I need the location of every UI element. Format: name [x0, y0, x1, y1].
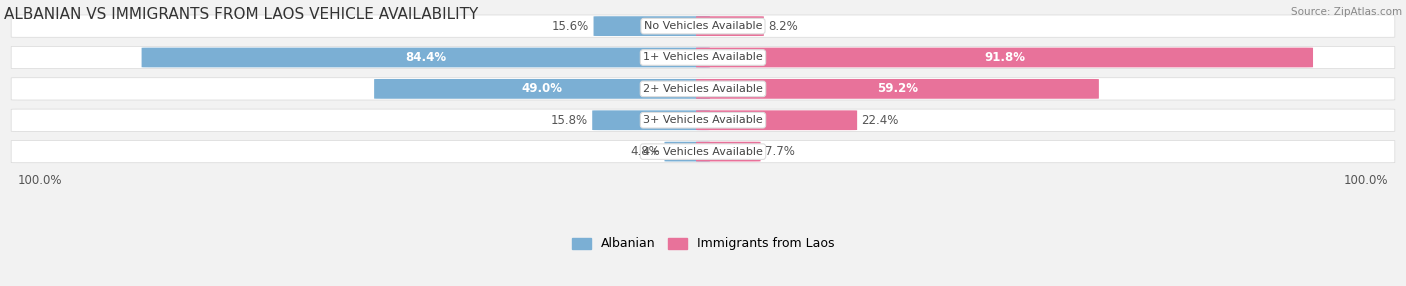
Legend: Albanian, Immigrants from Laos: Albanian, Immigrants from Laos: [567, 233, 839, 255]
FancyBboxPatch shape: [696, 110, 858, 130]
Text: 7.7%: 7.7%: [765, 145, 794, 158]
Text: 1+ Vehicles Available: 1+ Vehicles Available: [643, 53, 763, 63]
Text: 84.4%: 84.4%: [405, 51, 446, 64]
FancyBboxPatch shape: [374, 79, 710, 99]
Text: 15.8%: 15.8%: [551, 114, 588, 127]
FancyBboxPatch shape: [696, 47, 1313, 67]
Text: 91.8%: 91.8%: [984, 51, 1025, 64]
FancyBboxPatch shape: [696, 79, 1099, 99]
Text: 49.0%: 49.0%: [522, 82, 562, 95]
Text: 2+ Vehicles Available: 2+ Vehicles Available: [643, 84, 763, 94]
FancyBboxPatch shape: [11, 109, 1395, 131]
FancyBboxPatch shape: [696, 16, 763, 36]
Text: 59.2%: 59.2%: [877, 82, 918, 95]
FancyBboxPatch shape: [11, 78, 1395, 100]
Text: No Vehicles Available: No Vehicles Available: [644, 21, 762, 31]
Text: ALBANIAN VS IMMIGRANTS FROM LAOS VEHICLE AVAILABILITY: ALBANIAN VS IMMIGRANTS FROM LAOS VEHICLE…: [4, 7, 478, 22]
Text: 4+ Vehicles Available: 4+ Vehicles Available: [643, 147, 763, 157]
FancyBboxPatch shape: [11, 46, 1395, 69]
Text: 4.8%: 4.8%: [630, 145, 661, 158]
Text: 3+ Vehicles Available: 3+ Vehicles Available: [643, 115, 763, 125]
Text: Source: ZipAtlas.com: Source: ZipAtlas.com: [1291, 7, 1402, 17]
Text: 8.2%: 8.2%: [768, 20, 797, 33]
Text: 22.4%: 22.4%: [862, 114, 898, 127]
FancyBboxPatch shape: [696, 142, 761, 162]
FancyBboxPatch shape: [592, 110, 710, 130]
Text: 15.6%: 15.6%: [553, 20, 589, 33]
Text: 100.0%: 100.0%: [18, 174, 63, 187]
FancyBboxPatch shape: [593, 16, 710, 36]
FancyBboxPatch shape: [11, 15, 1395, 37]
FancyBboxPatch shape: [11, 140, 1395, 163]
FancyBboxPatch shape: [142, 47, 710, 67]
Text: 100.0%: 100.0%: [1343, 174, 1388, 187]
FancyBboxPatch shape: [665, 142, 710, 162]
